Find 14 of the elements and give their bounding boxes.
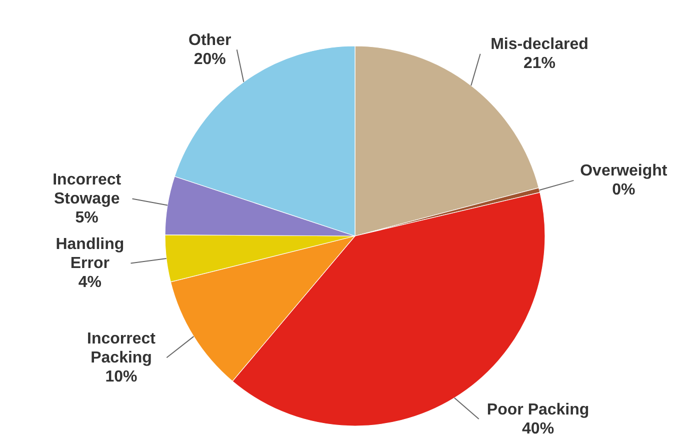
slice-label: Poor Packing — [486, 401, 590, 418]
data-label: 20% — [194, 50, 226, 68]
slice-label: Mis-declared — [490, 36, 588, 54]
slice-label: Incorrect Packing — [87, 330, 156, 366]
data-label: 5% — [75, 209, 98, 226]
data-label: 10% — [105, 368, 138, 386]
slice-label: Incorrect Stowage — [52, 171, 122, 208]
slice-label: Other — [188, 32, 232, 49]
data-label: 40% — [522, 420, 554, 438]
data-label: 4% — [78, 274, 102, 292]
slice-label: Overweight — [580, 162, 668, 180]
slice-label: Handling Error — [56, 236, 124, 272]
data-label: 0% — [612, 182, 636, 199]
data-label: 21% — [523, 55, 556, 72]
